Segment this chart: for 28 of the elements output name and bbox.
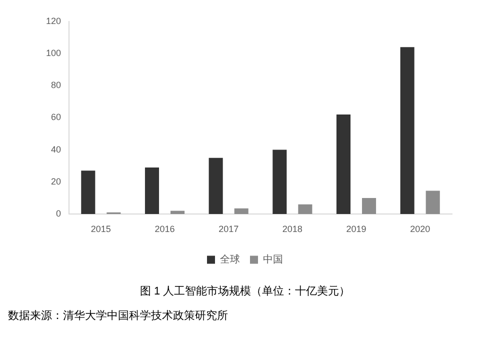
y-tick-label: 100: [46, 48, 62, 58]
bar: [234, 208, 248, 214]
x-tick-label: 2018: [282, 224, 302, 234]
source-note: 数据来源：清华大学中国科学技术政策研究所: [8, 308, 229, 323]
x-tick-label: 2016: [154, 224, 175, 234]
y-tick-label: 0: [56, 208, 62, 218]
bar: [426, 190, 440, 214]
bar: [81, 170, 96, 214]
x-tick-label: 2020: [410, 224, 430, 234]
bar: [144, 167, 160, 214]
x-tick-label: 2015: [90, 224, 111, 234]
y-tick-label: 120: [46, 16, 62, 26]
y-tick-label: 80: [51, 80, 62, 90]
y-tick-label: 40: [51, 144, 62, 154]
bar: [298, 204, 312, 214]
bar: [362, 198, 376, 214]
bar: [336, 114, 351, 214]
bar: [400, 47, 414, 214]
legend-label: 中国: [263, 254, 283, 266]
y-tick-label: 60: [51, 112, 62, 122]
x-tick-label: 2019: [346, 224, 366, 234]
text: 图 1 人工智能市场规模（单位：十亿美元）: [140, 284, 350, 298]
y-tick-label: 20: [51, 176, 62, 186]
x-tick-label: 2017: [218, 224, 239, 234]
bar: [272, 150, 287, 214]
bar: [170, 210, 185, 214]
bar: [208, 158, 223, 214]
legend-label: 全球: [220, 254, 240, 266]
